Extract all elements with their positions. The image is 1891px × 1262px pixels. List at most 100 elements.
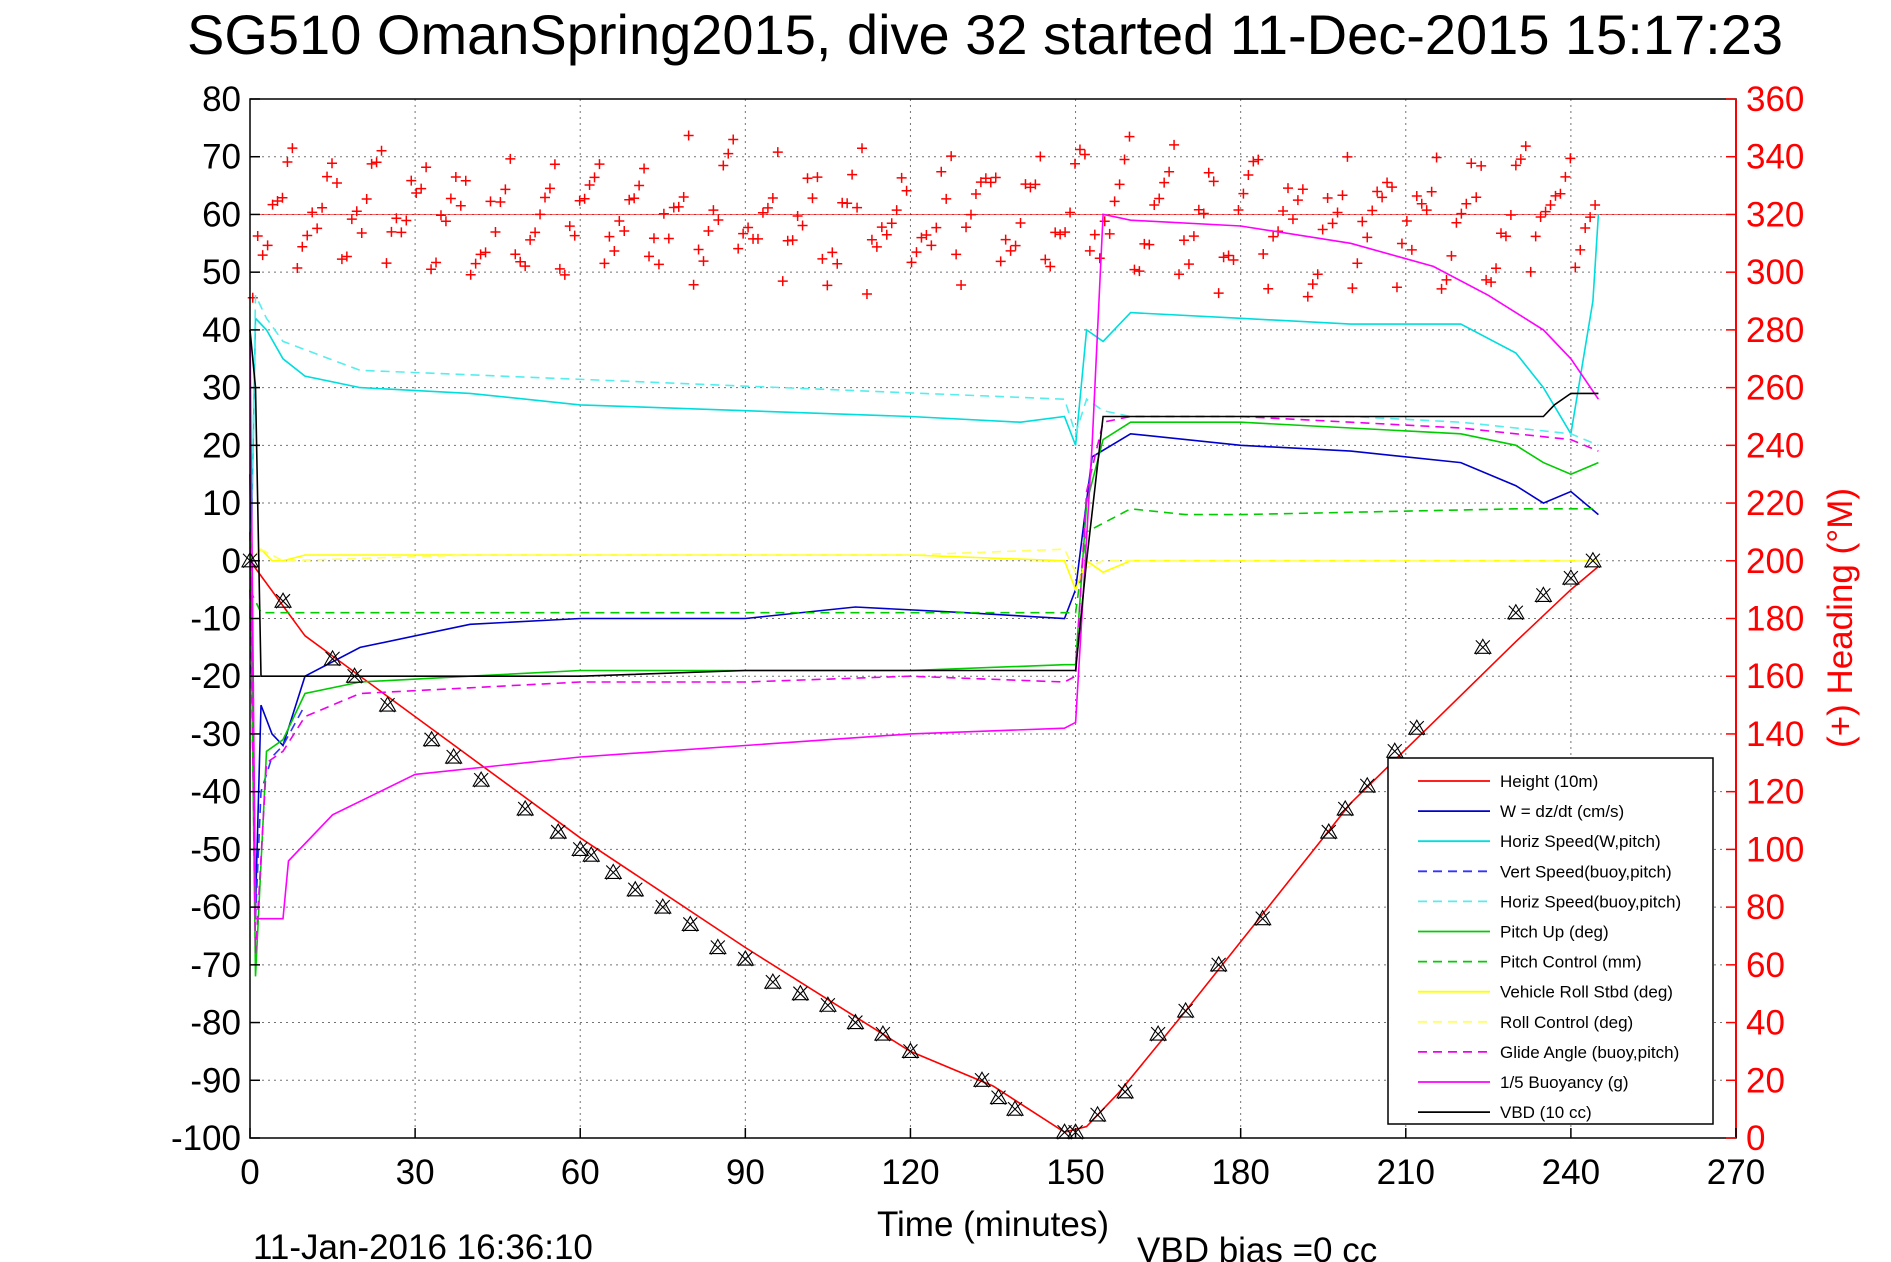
heading-point <box>1337 190 1348 201</box>
heading-point <box>1297 184 1308 195</box>
heading-point <box>1342 151 1353 162</box>
heading-point <box>490 226 501 237</box>
height-sample-marker <box>582 846 601 863</box>
y-tick-label: -70 <box>190 946 241 985</box>
y2-tick-label: 320 <box>1746 195 1804 234</box>
heading-point <box>629 193 640 204</box>
heading-point <box>282 157 293 168</box>
heading-point <box>807 193 818 204</box>
height-sample-marker <box>1583 551 1602 569</box>
heading-point <box>252 231 263 242</box>
heading-point <box>827 247 838 258</box>
y2-tick-label: 220 <box>1746 484 1804 523</box>
heading-point <box>480 247 491 258</box>
heading-point <box>1362 232 1373 243</box>
x-axis-label: Time (minutes) <box>877 1205 1109 1244</box>
heading-point <box>376 145 387 156</box>
series-line <box>249 214 1600 619</box>
height-sample-marker <box>549 822 568 840</box>
series-lines <box>249 213 1600 1134</box>
y-tick-label: 60 <box>202 195 241 234</box>
heading-point <box>1228 255 1239 266</box>
heading-point <box>1000 234 1011 245</box>
heading-point <box>1010 240 1021 251</box>
heading-point <box>614 216 625 227</box>
heading-point <box>460 175 471 186</box>
heading-point <box>1505 209 1516 220</box>
heading-point <box>653 259 664 270</box>
heading-point <box>1461 198 1472 209</box>
heading-point <box>1287 214 1298 225</box>
heading-point <box>1015 217 1026 228</box>
heading-point <box>1486 277 1497 288</box>
heading-point <box>1436 283 1447 294</box>
heading-point <box>401 215 412 226</box>
heading-point <box>1208 176 1219 187</box>
heading-point <box>302 230 313 241</box>
heading-point <box>421 162 432 173</box>
height-sample-marker <box>345 667 364 684</box>
heading-point <box>1391 282 1402 293</box>
heading-point <box>307 207 318 218</box>
heading-point <box>1312 269 1323 280</box>
heading-point <box>713 215 724 226</box>
heading-point <box>619 225 630 236</box>
series-line <box>249 213 1600 920</box>
heading-point <box>317 202 328 213</box>
heading-point <box>455 200 466 211</box>
heading-point <box>896 172 907 183</box>
heading-point <box>926 240 937 251</box>
heading-point <box>1292 195 1303 206</box>
legend-entry-label: VBD (10 cc) <box>1500 1103 1592 1122</box>
x-tick-label: 120 <box>881 1153 939 1192</box>
height-sample-marker <box>1561 568 1580 586</box>
y2-tick-label: 340 <box>1746 138 1804 177</box>
heading-point <box>777 276 788 287</box>
y-tick-label: 20 <box>202 426 241 465</box>
heading-point <box>579 193 590 204</box>
heading-point <box>609 246 620 257</box>
y-tick-label: 80 <box>202 80 241 119</box>
x-tick-label: 240 <box>1542 1153 1600 1192</box>
height-sample-marker <box>763 973 782 990</box>
heading-point <box>901 185 912 196</box>
legend-entry-label: Vert Speed(buoy,pitch) <box>1500 862 1672 881</box>
heading-point <box>589 172 600 183</box>
heading-point <box>1238 188 1249 199</box>
heading-point <box>757 207 768 218</box>
x-tick-label: 150 <box>1046 1153 1104 1192</box>
heading-point <box>505 153 516 164</box>
height-sample-marker <box>973 1071 991 1088</box>
heading-point <box>876 222 887 233</box>
heading-point <box>1169 139 1180 150</box>
heading-point <box>1550 190 1561 201</box>
heading-point <box>559 269 570 280</box>
heading-point <box>386 226 397 237</box>
heading-point <box>1094 253 1105 264</box>
heading-point <box>435 210 446 221</box>
y2-axis-label: (+) Heading (°M) <box>1821 488 1860 748</box>
heading-point <box>500 184 511 195</box>
heading-point <box>1183 259 1194 270</box>
legend-entry-label: Vehicle Roll Stbd (deg) <box>1500 983 1673 1002</box>
heading-point <box>1446 250 1457 261</box>
heading-point <box>663 233 674 244</box>
series-line <box>249 294 1599 619</box>
heading-point <box>639 163 650 174</box>
heading-point <box>718 160 729 171</box>
legend-entry-label: Pitch Up (deg) <box>1500 923 1609 942</box>
x-axis-ticks: 0 30 60 90 120 150 180 210 240 270 <box>240 1128 1765 1192</box>
heading-point <box>678 192 689 203</box>
heading-point <box>1520 141 1531 152</box>
heading-point <box>832 258 843 269</box>
heading-point <box>411 188 422 199</box>
heading-point <box>624 194 635 205</box>
y-tick-label: 40 <box>202 311 241 350</box>
height-sample-marker <box>516 799 535 817</box>
x-tick-label: 30 <box>396 1153 435 1192</box>
legend-entry-label: Horiz Speed(W,pitch) <box>1500 832 1661 851</box>
heading-point <box>936 166 947 177</box>
heading-point <box>391 213 402 224</box>
heading-point <box>1159 177 1170 188</box>
height-sample-marker <box>1534 586 1553 603</box>
